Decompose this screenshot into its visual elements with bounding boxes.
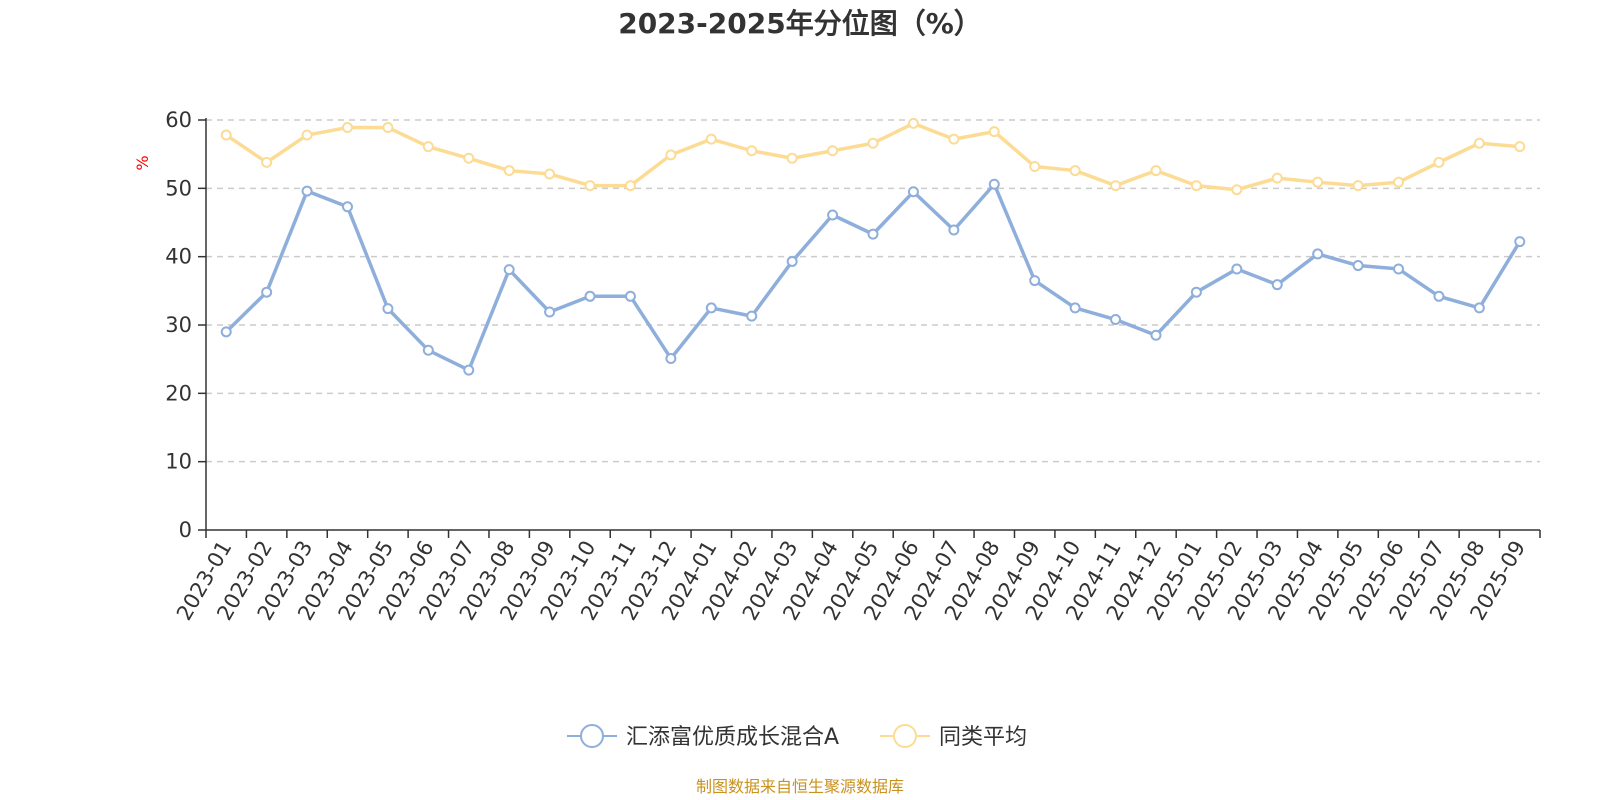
legend[interactable]: 汇添富优质成长混合A 同类平均 bbox=[567, 724, 1027, 750]
data-point bbox=[503, 165, 515, 177]
y-tick-label: 60 bbox=[165, 108, 192, 132]
data-point bbox=[1514, 141, 1526, 153]
data-point bbox=[1190, 286, 1202, 298]
legend-label[interactable]: 汇添富优质成长混合A bbox=[626, 725, 839, 750]
data-point bbox=[786, 152, 798, 164]
data-point bbox=[786, 255, 798, 267]
data-point bbox=[867, 228, 879, 240]
data-point bbox=[1271, 172, 1283, 184]
data-point bbox=[503, 264, 515, 276]
data-point bbox=[341, 201, 353, 213]
data-point bbox=[746, 145, 758, 157]
data-point bbox=[665, 149, 677, 161]
data-point bbox=[584, 180, 596, 192]
data-point bbox=[1433, 290, 1445, 302]
data-point bbox=[624, 180, 636, 192]
data-point bbox=[1029, 275, 1041, 287]
source-note: 制图数据来自恒生聚源数据库 bbox=[696, 777, 904, 796]
y-tick-label: 30 bbox=[165, 313, 192, 337]
data-point bbox=[988, 126, 1000, 138]
data-point bbox=[1473, 137, 1485, 149]
data-point bbox=[301, 129, 313, 141]
data-point bbox=[261, 286, 273, 298]
data-point bbox=[382, 122, 394, 134]
legend-marker[interactable] bbox=[580, 724, 604, 748]
x-axis: 2023-012023-022023-032023-042023-052023-… bbox=[172, 529, 1541, 624]
y-tick-label: 50 bbox=[165, 176, 192, 200]
data-point bbox=[1029, 160, 1041, 172]
data-point bbox=[1110, 314, 1122, 326]
data-point bbox=[1069, 165, 1081, 177]
legend-label[interactable]: 同类平均 bbox=[939, 725, 1027, 750]
data-point bbox=[1312, 248, 1324, 260]
data-point bbox=[988, 178, 1000, 190]
data-point bbox=[867, 137, 879, 149]
data-point bbox=[1069, 302, 1081, 314]
data-point bbox=[463, 152, 475, 164]
data-point bbox=[1150, 329, 1162, 341]
data-point bbox=[665, 352, 677, 364]
data-point bbox=[948, 133, 960, 145]
data-point bbox=[827, 209, 839, 221]
data-point bbox=[1433, 156, 1445, 168]
series-line bbox=[224, 182, 1522, 372]
data-point bbox=[220, 326, 232, 338]
data-point bbox=[907, 117, 919, 129]
grid-lines bbox=[206, 119, 1540, 463]
data-point bbox=[1352, 180, 1364, 192]
data-point bbox=[341, 122, 353, 134]
data-point bbox=[544, 168, 556, 180]
data-point bbox=[584, 290, 596, 302]
data-point bbox=[1393, 176, 1405, 188]
data-point bbox=[422, 344, 434, 356]
data-point bbox=[261, 156, 273, 168]
data-point bbox=[1150, 165, 1162, 177]
y-tick-label: 40 bbox=[165, 245, 192, 269]
data-point bbox=[463, 364, 475, 376]
data-point bbox=[1312, 176, 1324, 188]
data-point bbox=[1190, 180, 1202, 192]
y-axis: 0 10 20 30 40 50 60 bbox=[165, 108, 207, 542]
data-point bbox=[1352, 260, 1364, 272]
legend-marker[interactable] bbox=[893, 724, 917, 748]
data-point bbox=[907, 186, 919, 198]
data-point bbox=[705, 133, 717, 145]
data-point bbox=[827, 145, 839, 157]
data-point bbox=[1271, 279, 1283, 291]
data-point bbox=[1231, 184, 1243, 196]
data-point bbox=[1473, 302, 1485, 314]
data-point bbox=[1393, 263, 1405, 275]
y-axis-label: % bbox=[133, 155, 152, 170]
data-point bbox=[220, 129, 232, 141]
data-point bbox=[1514, 236, 1526, 248]
data-point bbox=[1110, 180, 1122, 192]
chart-title: 2023-2025年分位图（%） bbox=[618, 7, 982, 40]
data-point bbox=[948, 224, 960, 236]
series-line bbox=[225, 121, 1520, 192]
data-point bbox=[301, 185, 313, 197]
data-point bbox=[1231, 263, 1243, 275]
y-tick-label: 10 bbox=[165, 450, 192, 474]
y-tick-label: 0 bbox=[179, 518, 192, 542]
data-point bbox=[544, 306, 556, 318]
data-point bbox=[705, 302, 717, 314]
data-point bbox=[422, 141, 434, 153]
data-point bbox=[382, 303, 394, 315]
series-group bbox=[220, 117, 1526, 376]
data-point bbox=[746, 310, 758, 322]
data-point bbox=[624, 290, 636, 302]
y-tick-label: 20 bbox=[165, 381, 192, 405]
